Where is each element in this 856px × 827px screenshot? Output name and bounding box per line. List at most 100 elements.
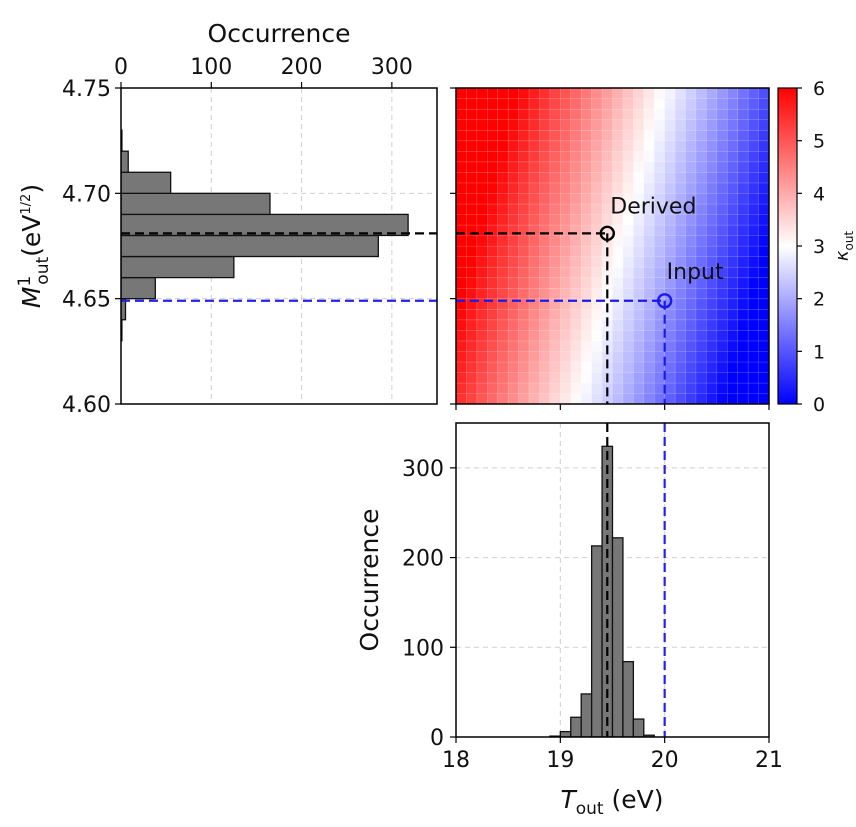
heatmap-cell [476, 266, 488, 279]
heatmap-cell [685, 108, 697, 121]
heatmap-cell [685, 308, 697, 321]
heatmap-cell [737, 182, 749, 194]
heatmap-cell [695, 193, 707, 205]
heatmap-cell [612, 129, 624, 142]
heatmap-cell [570, 308, 582, 321]
heatmap-cell [591, 245, 603, 257]
heatmap-cell [612, 98, 624, 110]
heatmap-frame [455, 87, 770, 405]
heatmap-cell [591, 214, 603, 226]
heatmap-cell [560, 171, 572, 184]
heatmap-cell [612, 340, 624, 352]
heatmap-cell [466, 372, 478, 384]
heatmap-cell [539, 245, 551, 257]
heatmap-cell [633, 266, 645, 279]
heatmap-cell [612, 351, 624, 363]
heatmap-cell [685, 150, 697, 163]
left-hist-reference-lines [121, 232, 437, 302]
heatmap-cell [476, 319, 488, 331]
heatmap-cell [737, 129, 749, 142]
heatmap-cell [507, 351, 520, 363]
heatmap-cell [580, 393, 593, 404]
heatmap-cell [612, 372, 624, 384]
heatmap-cell [726, 224, 739, 236]
heatmap-cell [497, 382, 509, 394]
heatmap-cell [758, 119, 769, 131]
heatmap-cell [737, 372, 749, 384]
heatmap-cell [466, 382, 478, 394]
heatmap-cell [497, 108, 509, 121]
heatmap-cell [601, 98, 613, 110]
heatmap-cell [758, 340, 769, 352]
heatmap-cell [456, 193, 467, 205]
heatmap-cell [539, 277, 551, 289]
heatmap-cell [612, 150, 624, 163]
heatmap-cell [549, 382, 561, 394]
heatmap-cell [737, 108, 749, 121]
heatmap-cell [539, 235, 551, 247]
heatmap-cell [539, 161, 551, 173]
heatmap-cell [476, 256, 488, 268]
heatmap-cell [456, 140, 467, 152]
heatmap-cell [580, 382, 593, 394]
heatmap-cell [591, 329, 603, 342]
ylabel-sup: 1 [15, 276, 35, 287]
heatmap-cell [612, 140, 624, 152]
heatmap-cell [539, 171, 551, 184]
heatmap-cell [653, 235, 666, 247]
heatmap-cell [549, 245, 561, 257]
heatmap-cell [497, 235, 509, 247]
heatmap-cell [716, 108, 728, 121]
heatmap-cell [695, 98, 707, 110]
heatmap-cell [476, 119, 488, 131]
heatmap-cell [747, 203, 760, 215]
heatmap-cell [643, 340, 655, 352]
heatmap-cell [518, 287, 530, 300]
heatmap-cell [528, 161, 540, 173]
heatmap-cell [518, 140, 530, 152]
heatmap-cell [570, 140, 582, 152]
heatmap-cell [643, 256, 655, 268]
heatmap-cell [737, 245, 749, 257]
heatmap-cell [747, 224, 760, 236]
heatmap-cell [560, 193, 572, 205]
heatmap-cell [612, 182, 624, 194]
heatmap-cell [716, 140, 728, 152]
heatmap-cell [486, 393, 499, 404]
heatmap-cell [570, 161, 582, 173]
heatmap-cell [674, 224, 686, 236]
heatmap-cell [706, 372, 718, 384]
heatmap-cell [685, 372, 697, 384]
heatmap-cell [758, 287, 769, 300]
left-hist-y-tick-label: 4.60 [62, 393, 111, 418]
heatmap-cell [685, 361, 697, 373]
heatmap-cell [643, 224, 655, 236]
heatmap-cell [612, 88, 624, 99]
heatmap-cell [758, 308, 769, 321]
heatmap-cell [560, 319, 572, 331]
heatmap-cell [726, 319, 739, 331]
left-hist-y-tick-label: 4.65 [62, 288, 111, 313]
heatmap-cell [570, 393, 582, 404]
heatmap-cell [476, 277, 488, 289]
heatmap-cell [674, 382, 686, 394]
heatmap-ticks [450, 87, 770, 410]
heatmap-cell [486, 382, 499, 394]
heatmap-cell [518, 361, 530, 373]
heatmap-cell [507, 214, 520, 226]
heatmap-cell [758, 393, 769, 404]
heatmap-cell [726, 256, 739, 268]
heatmap-cell [685, 88, 697, 99]
heatmap-cell [560, 108, 572, 121]
heatmap-cell [466, 129, 478, 142]
heatmap-cell [539, 329, 551, 342]
heatmap-cell [695, 214, 707, 226]
heatmap-cell [643, 382, 655, 394]
heatmap-cell [737, 351, 749, 363]
heatmap-cell [674, 140, 686, 152]
heatmap-cell [695, 340, 707, 352]
heatmap-cell [591, 193, 603, 205]
heatmap-cell [570, 277, 582, 289]
heatmap-cell [747, 308, 760, 321]
heatmap-cell [528, 340, 540, 352]
